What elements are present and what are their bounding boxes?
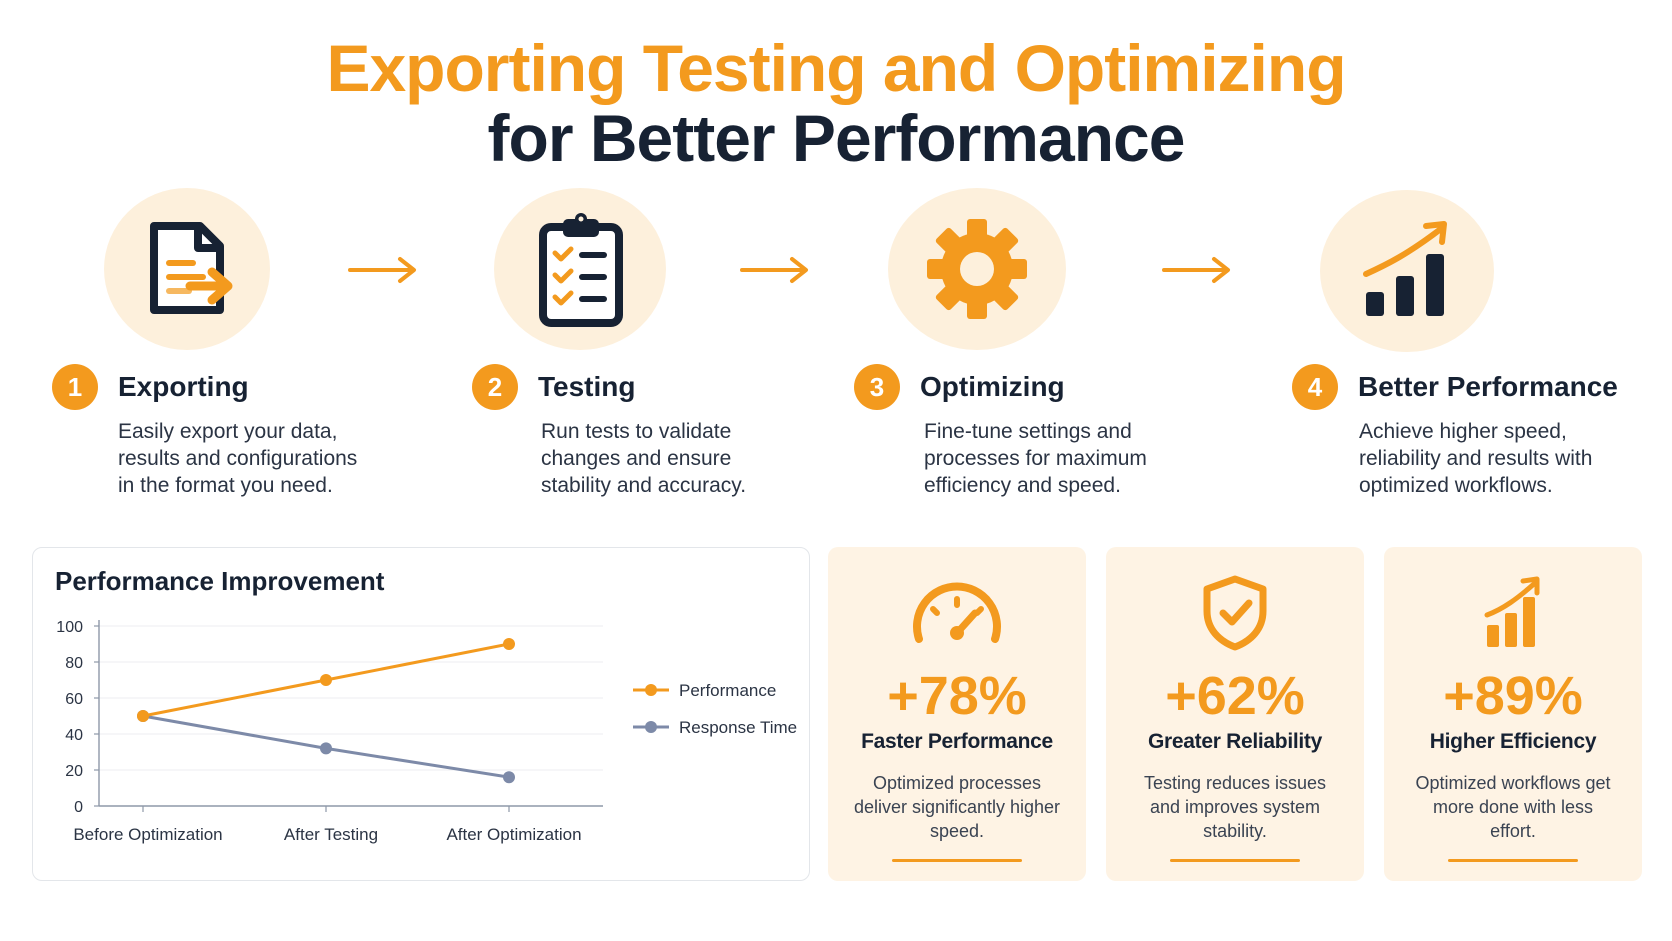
stat-description: Optimized processes deliver significantl… (853, 773, 1061, 841)
step-4-icon-circle (1320, 190, 1494, 352)
stat-card-greater-reliability: +62% Greater Reliability Testing reduces… (1106, 547, 1364, 881)
step-3-icon-circle (888, 188, 1066, 350)
legend-label: Performance (679, 681, 776, 700)
stat-label: Faster Performance (861, 730, 1053, 753)
step-description: Achieve higher speed, reliability and re… (1359, 420, 1593, 497)
accent-underline (1448, 859, 1578, 862)
speedometer-icon (913, 582, 1001, 643)
document-export-icon (150, 222, 233, 314)
page-title-line-2: for Better Performance (487, 101, 1186, 175)
step-description: Fine-tune settings and processes for max… (924, 420, 1147, 497)
arrow-right-icon (1162, 257, 1230, 283)
y-tick-label: 60 (65, 691, 83, 708)
line-chart: 0 20 40 60 80 100 Before Optimization After Tes… (56, 619, 797, 844)
accent-underline (1170, 859, 1300, 862)
y-tick-label: 80 (65, 655, 83, 672)
data-point (503, 638, 515, 650)
step-2-header: 2 Testing (472, 364, 635, 410)
step-title: Testing (538, 371, 636, 402)
data-point (137, 710, 149, 722)
step-number-badge: 1 (52, 364, 98, 410)
step-1-header: 1 Exporting (52, 364, 249, 410)
stat-value: +62% (1165, 666, 1305, 726)
page-title-line-1: Exporting Testing and Optimizing (326, 31, 1346, 105)
legend-label: Response Time (679, 718, 797, 737)
clipboard-checklist-icon (539, 213, 623, 327)
gear-icon (927, 219, 1027, 319)
stat-card-faster-performance: +78% Faster Performance Optimized proces… (828, 547, 1086, 881)
y-tick-label: 40 (65, 727, 83, 744)
step-number-badge: 4 (1292, 364, 1338, 410)
arrow-right-icon (348, 257, 416, 283)
stat-label: Greater Reliability (1147, 730, 1323, 753)
step-4-header: 4 Better Performance (1292, 364, 1618, 410)
stat-description: Testing reduces issues and improves syst… (1143, 773, 1327, 841)
legend-marker (645, 721, 657, 733)
step-2-icon-circle (494, 188, 666, 350)
data-point (320, 674, 332, 686)
step-number-badge: 3 (854, 364, 900, 410)
stat-card-higher-efficiency: +89% Higher Efficiency Optimized workflo… (1384, 547, 1642, 881)
shield-check-icon (1203, 575, 1267, 651)
data-point (320, 742, 332, 755)
step-number-badge: 2 (472, 364, 518, 410)
accent-underline (892, 859, 1022, 862)
legend-marker (645, 684, 657, 696)
growth-chart-icon (1363, 221, 1447, 316)
step-3-header: 3 Optimizing (854, 364, 1065, 410)
stat-label: Higher Efficiency (1429, 730, 1597, 753)
stat-description: Optimized workflows get more done with l… (1415, 773, 1611, 841)
y-tick-label: 100 (56, 619, 83, 636)
step-title: Optimizing (920, 371, 1065, 402)
step-title: Exporting (118, 371, 249, 402)
x-tick-label: After Testing (284, 825, 378, 844)
step-1-icon-circle (104, 188, 270, 350)
y-tick-label: 0 (74, 799, 83, 816)
x-tick-label: After Optimization (446, 825, 581, 844)
y-tick-label: 20 (65, 763, 83, 780)
x-tick-label: Before Optimization (73, 825, 222, 844)
step-description: Run tests to validate changes and ensure… (541, 420, 747, 497)
data-point (503, 771, 515, 784)
step-title: Better Performance (1358, 371, 1618, 402)
performance-chart-card: Performance Improvement 0 20 40 60 80 100 Befo… (32, 547, 810, 881)
chart-title: Performance Improvement (55, 566, 385, 596)
arrow-right-icon (740, 257, 808, 283)
stat-value: +89% (1443, 666, 1583, 726)
step-description: Easily export your data, results and con… (118, 420, 358, 497)
stat-value: +78% (887, 666, 1027, 726)
bar-growth-icon (1484, 576, 1540, 647)
